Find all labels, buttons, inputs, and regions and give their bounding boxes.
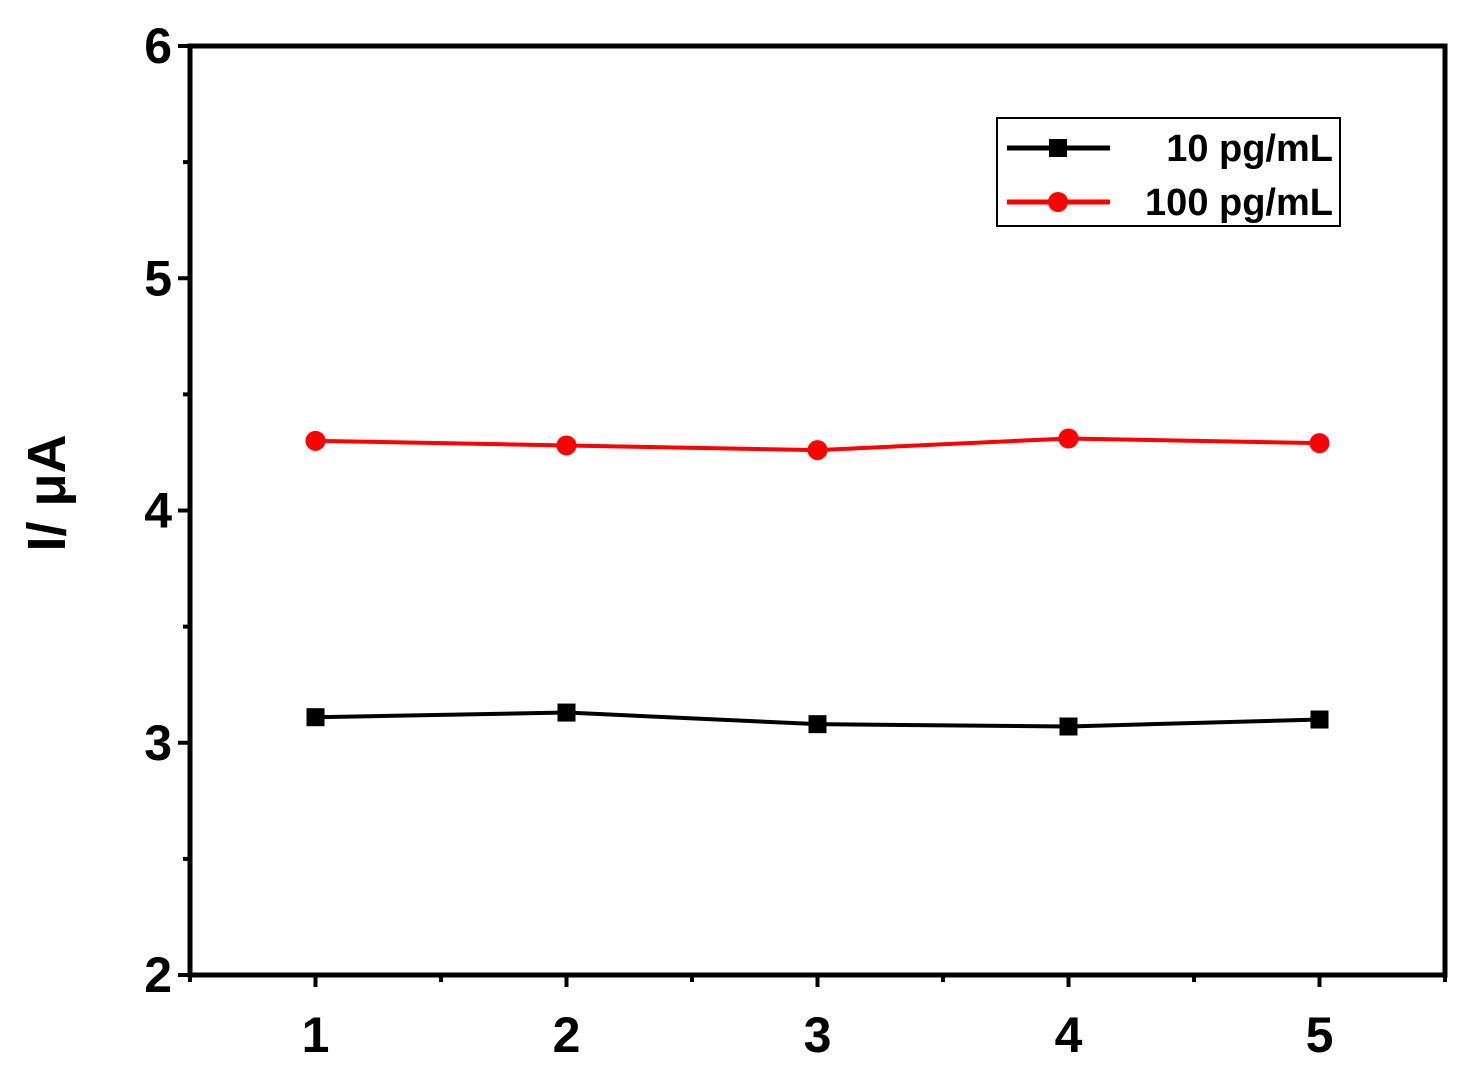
data-point-series-1	[556, 435, 577, 456]
y-tick-label: 5	[144, 250, 172, 306]
legend-marker-0	[1049, 139, 1067, 157]
y-tick-label: 6	[144, 18, 172, 74]
series-layer	[305, 428, 1330, 736]
data-point-series-0	[808, 715, 827, 734]
x-tick-label: 5	[1306, 1007, 1334, 1063]
data-point-series-1	[807, 440, 828, 461]
data-point-series-0	[306, 708, 325, 727]
data-point-series-1	[1058, 428, 1079, 449]
legend: 10 pg/mL 100 pg/mL	[996, 117, 1341, 227]
x-tick-label: 3	[804, 1007, 832, 1063]
axis-ticks: 2 3 4 5 6 1 2 3 4 5	[144, 18, 1447, 1063]
x-tick-label: 4	[1055, 1007, 1083, 1063]
y-axis-title: I/ μA	[17, 434, 77, 551]
legend-marker-1	[1048, 192, 1068, 212]
data-point-series-0	[1059, 717, 1078, 736]
x-tick-label: 1	[302, 1007, 330, 1063]
data-point-series-0	[1310, 710, 1329, 729]
legend-label-1: 100 pg/mL	[1145, 182, 1333, 224]
y-tick-label: 4	[144, 483, 172, 539]
y-tick-label: 3	[144, 715, 172, 771]
data-point-series-1	[305, 430, 326, 451]
legend-label-0: 10 pg/mL	[1166, 128, 1333, 170]
y-tick-label: 2	[144, 947, 172, 1003]
data-point-series-1	[1309, 433, 1330, 454]
x-tick-label: 2	[553, 1007, 581, 1063]
data-point-series-0	[557, 703, 576, 722]
